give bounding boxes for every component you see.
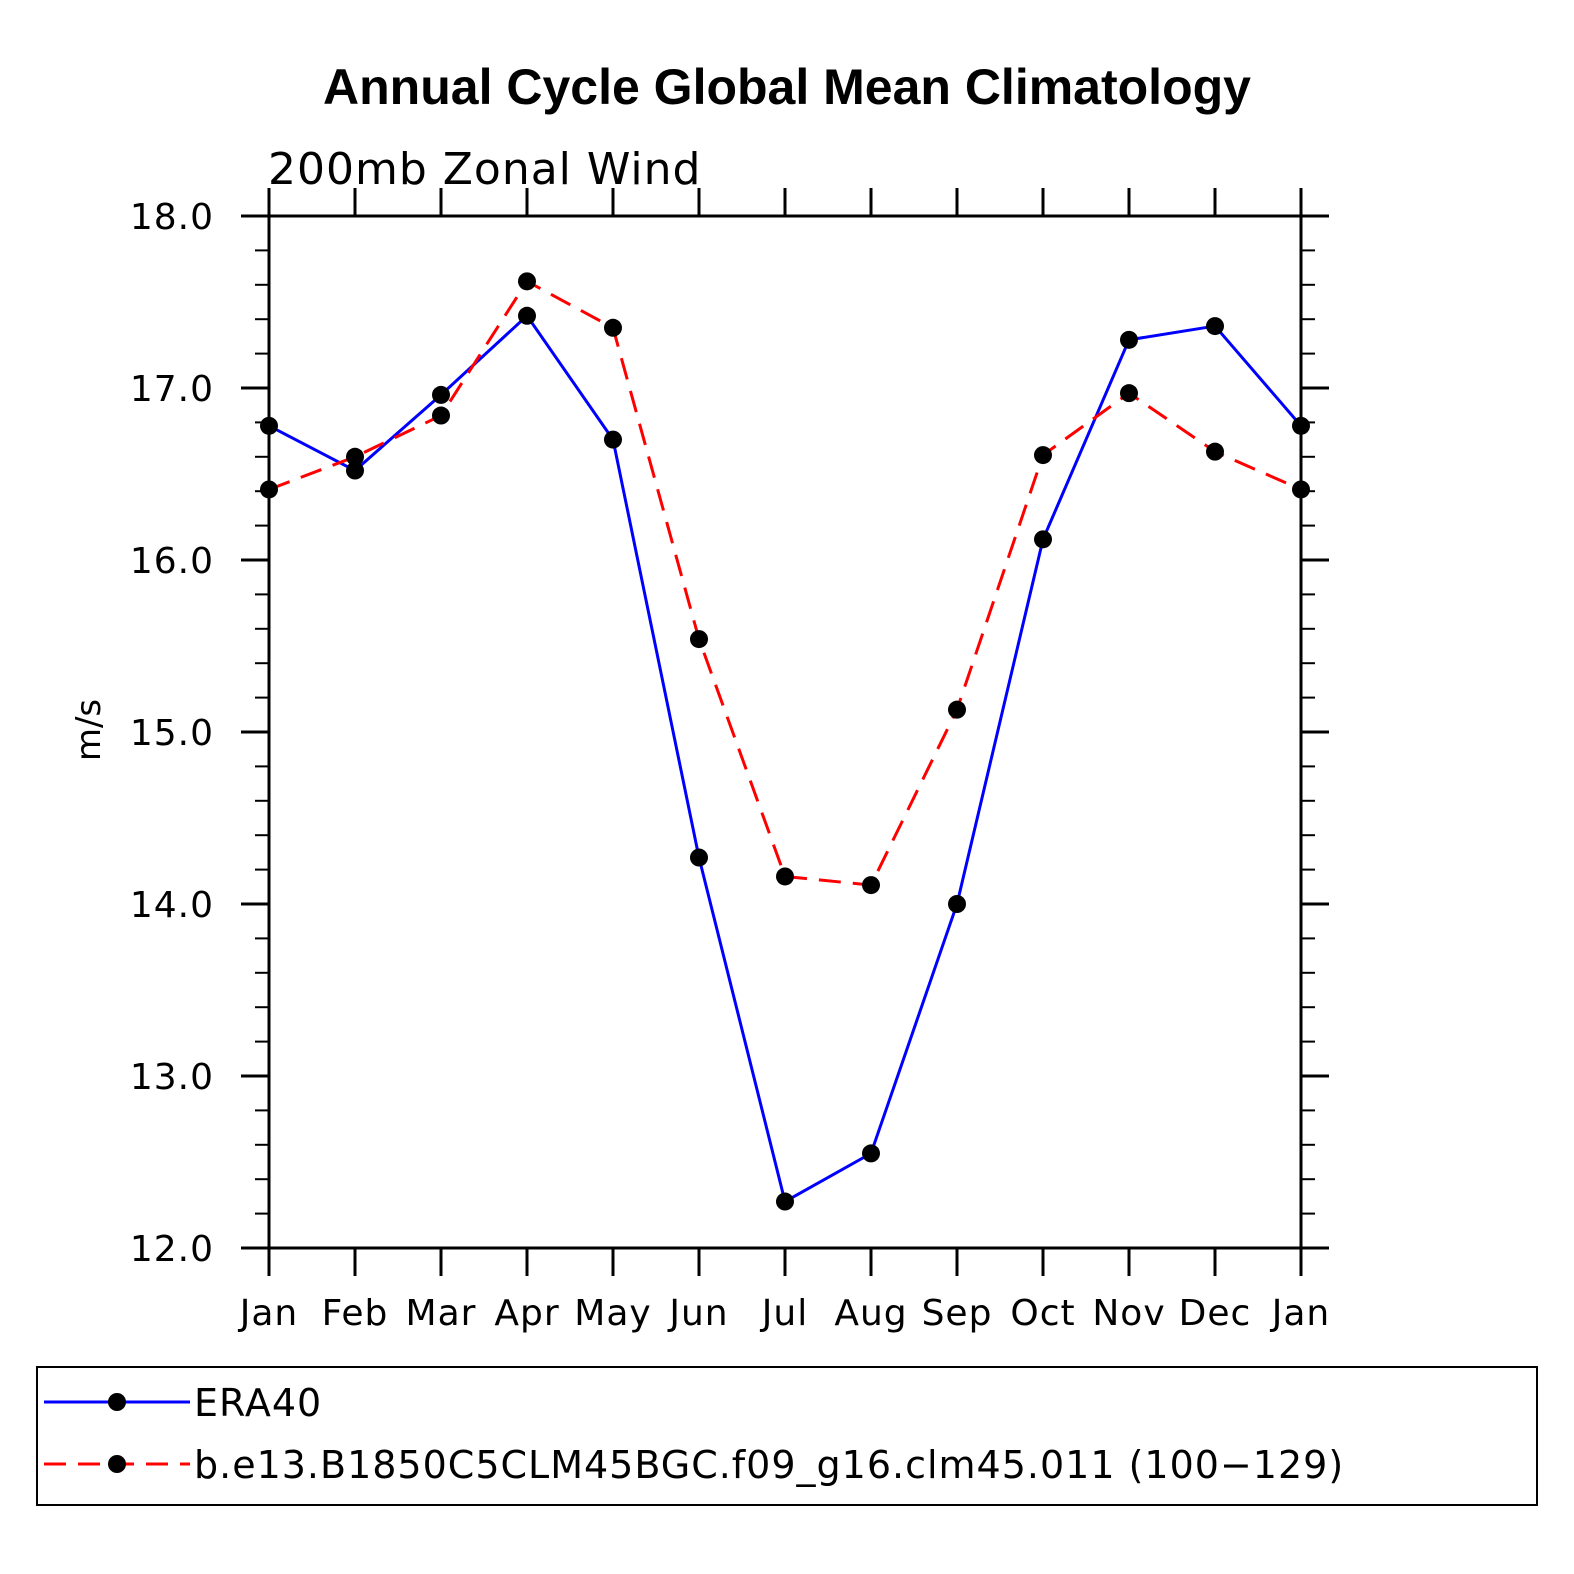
data-point-series-2 bbox=[948, 700, 966, 719]
data-point-series-2 bbox=[1120, 384, 1138, 403]
plot-series bbox=[260, 272, 1310, 1211]
data-point-series-1 bbox=[346, 461, 364, 480]
legend: ERA40 b.e13.B1850C5CLM45BGC.f09_g16.clm45… bbox=[36, 1366, 1538, 1506]
y-tick-label: 14.0 bbox=[130, 885, 214, 926]
data-point-series-1 bbox=[604, 430, 622, 449]
x-tick-label: Feb bbox=[322, 1293, 389, 1334]
data-point-series-2 bbox=[346, 447, 364, 466]
y-axis-label: m/s bbox=[69, 699, 109, 761]
legend-marker-2 bbox=[108, 1455, 126, 1473]
data-point-series-1 bbox=[1292, 416, 1310, 435]
y-tick-label: 17.0 bbox=[130, 369, 214, 410]
data-point-series-2 bbox=[432, 406, 450, 425]
data-point-series-1 bbox=[862, 1144, 880, 1163]
data-point-series-2 bbox=[862, 876, 880, 895]
x-tick-label: Jul bbox=[760, 1293, 808, 1334]
data-point-series-1 bbox=[948, 895, 966, 913]
y-tick-label: 16.0 bbox=[130, 541, 214, 582]
x-tick-label: Jun bbox=[667, 1293, 728, 1334]
data-point-series-2 bbox=[260, 480, 278, 499]
x-tick-label: Oct bbox=[1010, 1293, 1075, 1334]
legend-label-1: ERA40 bbox=[194, 1381, 322, 1425]
y-tick-label: 15.0 bbox=[130, 713, 214, 754]
x-tick-label: Sep bbox=[922, 1293, 993, 1334]
x-tick-label: Aug bbox=[834, 1293, 907, 1334]
data-point-series-2 bbox=[776, 867, 794, 886]
x-tick-label: Jan bbox=[238, 1293, 299, 1334]
data-point-series-1 bbox=[260, 416, 278, 435]
x-tick-label: Dec bbox=[1179, 1293, 1252, 1334]
data-point-series-1 bbox=[776, 1192, 794, 1211]
data-point-series-2 bbox=[1292, 480, 1310, 499]
x-tick-label: Mar bbox=[406, 1293, 477, 1334]
data-point-series-2 bbox=[1034, 446, 1052, 465]
plot-axes: Jan Feb Mar Apr May Jun Jul Aug Sep Oct Nov Dec Jan 1… bbox=[130, 188, 1331, 1334]
chart-title: Annual Cycle Global Mean Climatology bbox=[323, 59, 1251, 115]
data-point-series-1 bbox=[1206, 317, 1224, 336]
data-point-series-1 bbox=[432, 385, 450, 404]
chart-subtitle: 200mb Zonal Wind bbox=[268, 144, 701, 195]
legend-box bbox=[36, 1366, 1538, 1506]
series-line-2 bbox=[268, 279, 1302, 887]
y-tick-label: 13.0 bbox=[130, 1057, 214, 1098]
data-point-series-1 bbox=[1034, 530, 1052, 549]
data-point-series-2 bbox=[1206, 442, 1224, 461]
x-tick-label: Apr bbox=[494, 1293, 559, 1334]
data-point-series-1 bbox=[690, 848, 708, 867]
y-tick-label: 18.0 bbox=[130, 197, 214, 238]
data-point-series-1 bbox=[518, 306, 536, 325]
x-tick-label: Nov bbox=[1092, 1293, 1165, 1334]
plot-frame bbox=[267, 214, 1303, 1250]
x-tick-label: May bbox=[574, 1293, 651, 1334]
legend-label-2: b.e13.B1850C5CLM45BGC.f09_g16.clm45.011 … bbox=[194, 1443, 1344, 1487]
data-point-series-2 bbox=[604, 318, 622, 337]
y-tick-label: 12.0 bbox=[130, 1229, 214, 1270]
data-point-series-1 bbox=[1120, 330, 1138, 349]
series-line-1 bbox=[268, 313, 1303, 1204]
legend-marker-1 bbox=[108, 1393, 126, 1411]
data-point-series-2 bbox=[690, 630, 708, 649]
data-point-series-2 bbox=[518, 272, 536, 291]
x-tick-label: Jan bbox=[1270, 1293, 1331, 1334]
